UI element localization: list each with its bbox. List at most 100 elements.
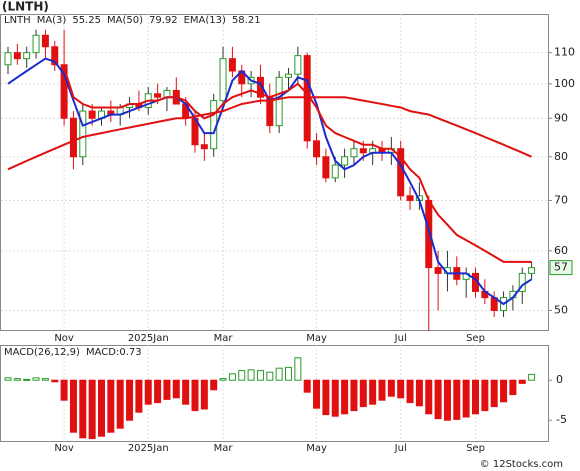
macd-bar bbox=[13, 378, 21, 381]
macd-bar bbox=[434, 379, 442, 420]
y-tick-label: -5 bbox=[556, 413, 567, 426]
candle-body bbox=[228, 58, 236, 72]
macd-bar bbox=[322, 379, 330, 416]
candle-body bbox=[163, 89, 171, 98]
y-tick-label: 90 bbox=[554, 111, 568, 124]
y-tick-label: 70 bbox=[554, 193, 568, 206]
macd-bar bbox=[331, 379, 339, 417]
macd-bar bbox=[462, 379, 470, 418]
x-tick-label: Sep bbox=[466, 443, 485, 454]
chart-title: (LNTH) bbox=[2, 0, 49, 14]
macd-bar bbox=[210, 379, 218, 391]
candle-body bbox=[88, 110, 96, 119]
macd-bar bbox=[490, 379, 498, 408]
x-tick-label: Jul bbox=[394, 333, 407, 344]
candle-body bbox=[294, 55, 302, 75]
macd-bar bbox=[32, 377, 40, 381]
legend-text: MA(50) bbox=[107, 15, 143, 26]
footer: © 12Stocks.com bbox=[480, 459, 563, 470]
macd-bar bbox=[285, 366, 292, 381]
macd-bar bbox=[369, 379, 377, 405]
macd-bar bbox=[341, 379, 349, 415]
x-tick-label: Nov bbox=[54, 333, 74, 344]
candle-body bbox=[79, 110, 87, 158]
candle-body bbox=[32, 34, 40, 54]
candle-body bbox=[23, 52, 31, 60]
candle-body bbox=[275, 76, 283, 127]
macd-bar bbox=[425, 379, 433, 415]
x-tick-label: May bbox=[306, 443, 327, 454]
x-tick-label: May bbox=[306, 333, 327, 344]
candle-body bbox=[350, 148, 358, 158]
macd-bar bbox=[313, 379, 321, 409]
candle-body bbox=[341, 156, 349, 166]
x-tick-label: Sep bbox=[466, 333, 485, 344]
macd-bar bbox=[116, 379, 124, 429]
macd-bar bbox=[518, 379, 526, 384]
macd-bar bbox=[256, 370, 264, 381]
macd-bar bbox=[350, 379, 358, 412]
macd-value: MACD:0.73 bbox=[86, 347, 142, 358]
candle-body bbox=[285, 73, 292, 78]
macd-bar bbox=[88, 379, 96, 440]
candle-body bbox=[60, 64, 68, 119]
macd-bar bbox=[41, 378, 49, 381]
candle-body bbox=[69, 117, 77, 158]
macd-bar bbox=[453, 379, 461, 420]
macd-bar bbox=[472, 379, 479, 415]
y-tick-label: 110 bbox=[554, 46, 575, 59]
macd-bar bbox=[238, 370, 246, 381]
candle-body bbox=[434, 267, 442, 274]
candle-body bbox=[322, 156, 330, 179]
macd-bar bbox=[415, 379, 423, 407]
price-tag bbox=[549, 260, 573, 276]
candle-body bbox=[41, 34, 49, 48]
macd-bar bbox=[397, 379, 405, 399]
macd-bar bbox=[23, 378, 31, 381]
legend-text: EMA(13) bbox=[184, 15, 226, 26]
macd-bar bbox=[528, 373, 536, 381]
candle-body bbox=[13, 52, 21, 60]
macd-bar bbox=[481, 379, 489, 412]
ma-line bbox=[7, 96, 533, 171]
macd-bar bbox=[247, 369, 255, 381]
macd-bar bbox=[79, 379, 87, 439]
macd-bar bbox=[154, 379, 162, 404]
candle-body bbox=[359, 148, 367, 154]
macd-bar bbox=[219, 378, 227, 381]
legend-text: LNTH bbox=[4, 15, 31, 26]
macd-bar bbox=[144, 379, 152, 405]
x-tick-label: Mar bbox=[214, 333, 234, 344]
macd-bar bbox=[500, 379, 508, 403]
macd-bar bbox=[509, 379, 517, 396]
legend-text: 79.92 bbox=[149, 15, 178, 26]
candle-body bbox=[406, 195, 414, 201]
y-tick-label: 50 bbox=[554, 303, 568, 316]
legend-text: MA(3) bbox=[37, 15, 67, 26]
candle-body bbox=[313, 140, 321, 158]
macd-bar bbox=[135, 379, 143, 413]
macd-bar bbox=[182, 379, 190, 405]
x-tick-label: Nov bbox=[54, 443, 74, 454]
macd-bar bbox=[191, 379, 199, 412]
candle-body bbox=[200, 144, 208, 150]
macd-bar bbox=[228, 373, 236, 381]
y-tick-label: 100 bbox=[554, 77, 575, 90]
macd-bar bbox=[359, 379, 367, 408]
macd-bar bbox=[294, 357, 302, 381]
macd-bar bbox=[406, 379, 414, 404]
macd-bar bbox=[126, 379, 134, 421]
legend-text: 58.21 bbox=[232, 15, 261, 26]
macd-bar bbox=[303, 379, 311, 393]
macd-bar bbox=[98, 379, 105, 437]
x-tick-label: 2025Jan bbox=[128, 333, 169, 344]
macd-bar bbox=[275, 367, 283, 381]
x-tick-label: Jul bbox=[394, 443, 407, 454]
macd-title: MACD(26,12,9) bbox=[4, 347, 80, 358]
macd-bar bbox=[60, 379, 68, 401]
candle-body bbox=[154, 93, 162, 98]
x-tick-label: 2025Jan bbox=[128, 443, 169, 454]
candle-body bbox=[331, 164, 339, 179]
macd-bar bbox=[107, 379, 115, 433]
